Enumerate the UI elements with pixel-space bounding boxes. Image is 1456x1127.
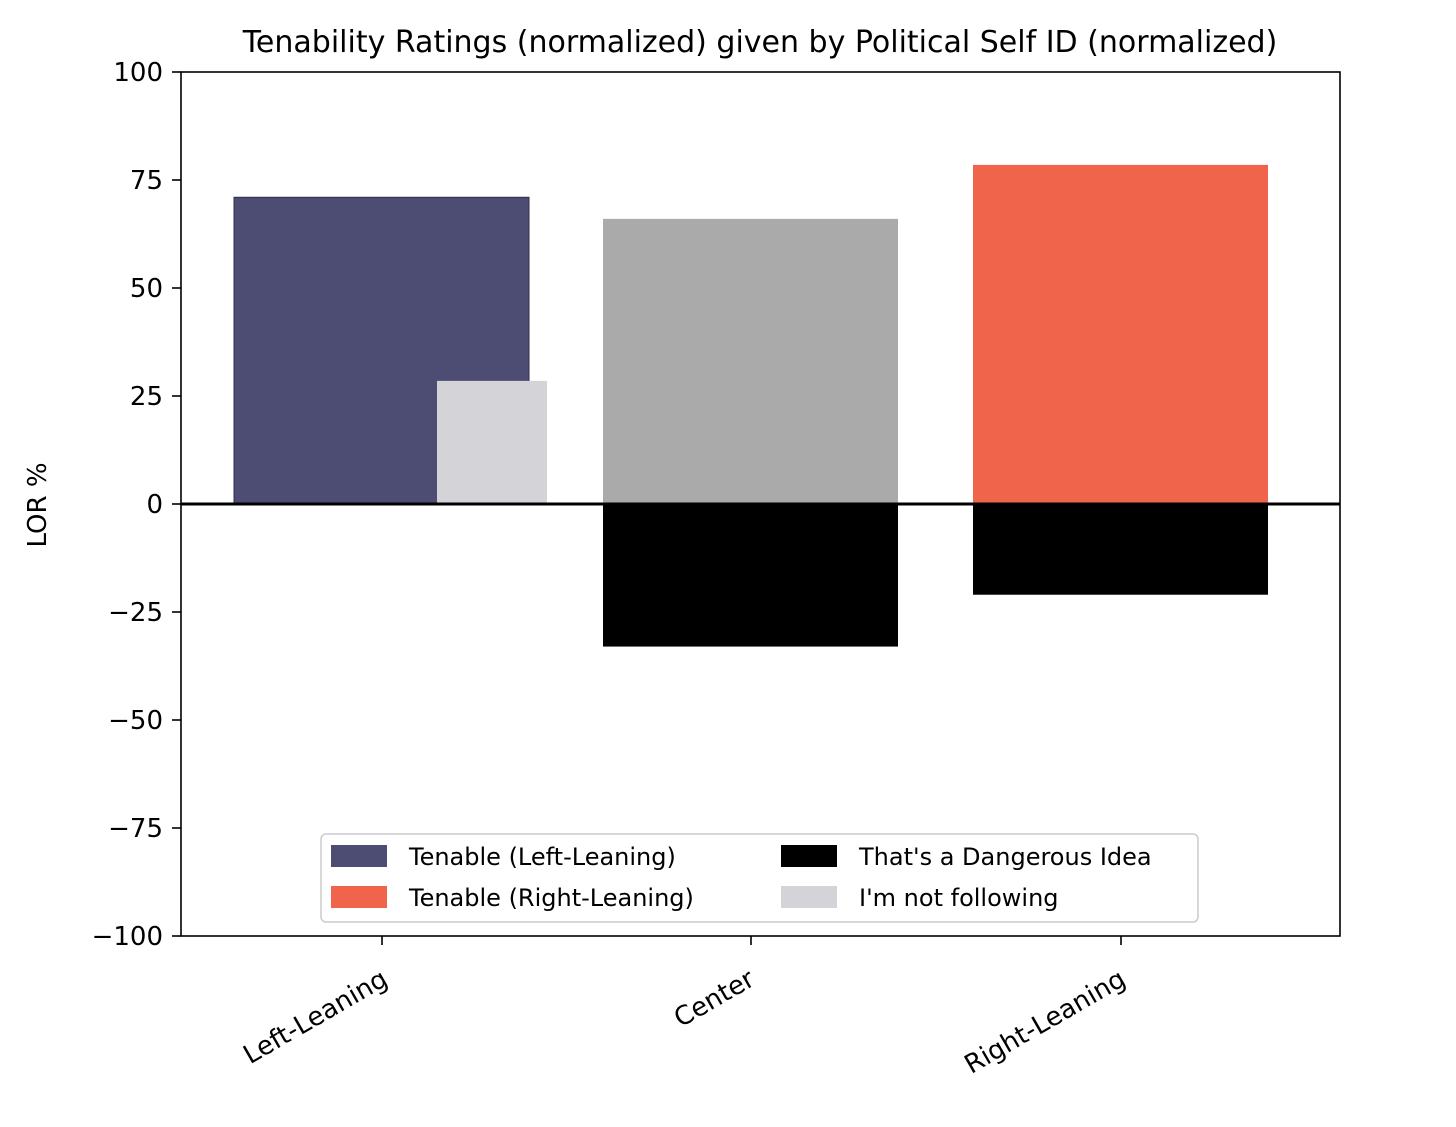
y-tick-label: 50: [130, 274, 163, 304]
bar-center-center-tenable: [603, 218, 898, 504]
legend-swatch-tenable-left-leaning: [331, 845, 387, 867]
legend-label-that-s-a-dangerous-idea: That's a Dangerous Idea: [858, 843, 1152, 871]
bar-right-leaning-that-s-a-dangerous-idea: [973, 504, 1268, 595]
y-tick-label: −25: [108, 598, 163, 628]
legend-swatch-that-s-a-dangerous-idea: [781, 845, 837, 867]
x-tick-label-right-leaning: Right-Leaning: [960, 964, 1131, 1080]
legend-swatch-tenable-right-leaning: [331, 886, 387, 908]
x-tick-label-left-leaning: Left-Leaning: [239, 964, 393, 1070]
legend: Tenable (Left-Leaning) That's a Dangerous…: [320, 833, 1199, 923]
y-tick-label: −75: [108, 814, 163, 844]
y-axis-label: LOR %: [23, 462, 53, 547]
legend-label-tenable-left-leaning: Tenable (Left-Leaning): [408, 843, 676, 871]
y-tick-label: −50: [108, 706, 163, 736]
bar-right-leaning-tenable-right-leaning: [973, 164, 1268, 504]
y-tick-label: 100: [113, 58, 163, 88]
legend-swatch-i-m-not-following: [781, 886, 837, 908]
legend-label-tenable-right-leaning: Tenable (Right-Leaning): [408, 884, 694, 912]
bar-center-that-s-a-dangerous-idea: [603, 504, 898, 647]
legend-label-i-m-not-following: I'm not following: [859, 884, 1059, 912]
y-tick-label: 0: [146, 490, 163, 520]
x-tick-label-center: Center: [669, 964, 760, 1034]
y-tick-label: 25: [130, 382, 163, 412]
y-tick-label: −100: [92, 922, 163, 952]
bars-layer: [233, 164, 1268, 647]
y-tick-label: 75: [130, 166, 163, 196]
chart-title: Tenability Ratings (normalized) given by…: [242, 25, 1278, 60]
legend-box: [320, 833, 1199, 923]
bar-left-leaning-i-m-not-following: [437, 380, 547, 504]
